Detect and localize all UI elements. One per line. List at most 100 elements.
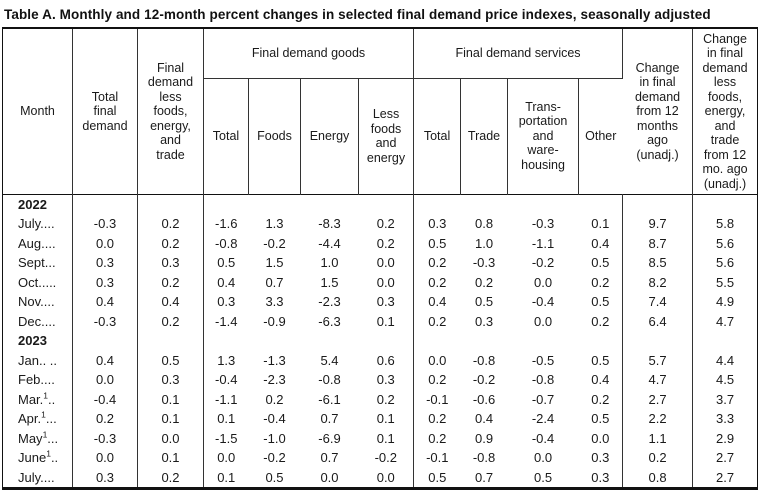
value-cell: 0.1 [217, 469, 236, 485]
footnote-marker: 1 [46, 448, 51, 459]
value-cell: -0.2 [531, 255, 555, 270]
value-cell: 0.4 [474, 411, 494, 426]
month-label: Aug.... [2, 233, 73, 253]
table-title: Table A. Monthly and 12-month percent ch… [4, 7, 711, 22]
value-cell: 0.0 [578, 428, 624, 448]
value-cell: 0.8 [474, 216, 494, 231]
value-cell: -2.4 [531, 411, 555, 426]
value-cell: -1.3 [263, 352, 286, 368]
value-cell: 9.7 [622, 214, 694, 234]
table-body: 2022 July.... -0.3 0.2 -1.6 1.3 -8.3 0.2 0.3 0.8-… [2, 194, 758, 489]
value-cell: 3.3 [265, 294, 284, 309]
value-cell: -0.1 [426, 391, 449, 407]
value-cell: -1.0 [263, 430, 286, 446]
value-cell: -0.4 [263, 411, 286, 426]
month-label: Dec.... [2, 311, 73, 331]
year-label: 2023 [2, 331, 73, 351]
value-cell: 0.0 [72, 370, 138, 390]
value-cell: -0.2 [358, 448, 415, 468]
table-row: Nov.... 0.4 0.4 0.3 3.3 -2.3 0.3 0.4 0.5 -0.4 0.5 7… [2, 292, 758, 312]
dot-leader: .... [40, 216, 55, 231]
value-cell: 0.2 [72, 409, 138, 429]
dot-leader: .... [40, 372, 55, 387]
month-label: July.... [2, 467, 73, 489]
value-cell: 0.2 [358, 214, 415, 234]
dot-leader: .... [41, 235, 56, 251]
value-cell: 3.7 [715, 391, 735, 407]
table-row: July.... -0.3 0.2 -1.6 1.3 -8.3 0.2 0.3 0.8 -0.3 0… [2, 214, 758, 234]
value-cell: 0.2 [428, 411, 447, 426]
value-cell: 0.3 [137, 370, 204, 390]
value-cell: -0.3 [72, 428, 138, 448]
value-cell: 0.5 [578, 253, 624, 273]
value-cell: 2.7 [715, 450, 735, 465]
price-index-table: Month Total final demand Final demand le… [2, 27, 759, 490]
value-cell: 8.5 [622, 253, 694, 273]
value-cell: 2.2 [622, 409, 694, 429]
value-cell: 0.5 [217, 255, 236, 270]
month-label: Nov.... [2, 292, 73, 312]
table-row: Oct..... 0.3 0.2 0.4 0.7 1.5 0.0 0.2 0.2 0.0 0.2 8.… [2, 272, 758, 292]
value-cell: -2.3 [263, 372, 286, 387]
month-label: Oct..... [2, 272, 73, 292]
value-cell: 0.2 [265, 391, 284, 407]
value-cell: 0.0 [320, 469, 339, 485]
table-row: June1.. 0.0 0.1 0.0 -0.2 0.7 -0.2 -0.1 -0.8 0.0 0.… [2, 448, 758, 468]
value-cell: 0.0 [217, 450, 236, 465]
value-cell: 0.4 [72, 292, 138, 312]
table-row: May1... -0.3 0.0 -1.5 -1.0 -6.9 0.1 0.2 0.9 -0.4 0… [2, 428, 758, 448]
value-cell: 0.2 [358, 389, 415, 409]
value-cell: 0.2 [137, 311, 204, 331]
value-cell: 4.7 [715, 313, 735, 329]
value-cell: -0.2 [472, 372, 496, 387]
value-cell: 4.4 [715, 352, 735, 368]
value-cell: 0.7 [265, 274, 284, 290]
value-cell: 1.3 [217, 352, 236, 368]
value-cell: 5.4 [320, 352, 339, 368]
dot-leader: .... [41, 313, 56, 329]
value-cell: 0.3 [428, 216, 447, 231]
col-header-services-other: Other [585, 128, 617, 143]
value-cell: 1.0 [320, 255, 339, 270]
value-cell: -1.5 [215, 430, 238, 446]
month-label: Apr.1... [2, 409, 73, 429]
col-header-goods-foods: Foods [248, 78, 301, 194]
value-cell: 1.5 [265, 255, 284, 270]
value-cell: 1.5 [320, 274, 339, 290]
value-cell: 0.0 [533, 313, 553, 329]
col-header-change-12-months: Change in final demand from 12 months ag… [622, 28, 694, 194]
value-cell: 7.4 [622, 292, 694, 312]
value-cell: -0.6 [472, 391, 496, 407]
table-row: Mar.1.. -0.4 0.1 -1.1 0.2 -6.1 0.2 -0.1 -0.6 -0.7… [2, 389, 758, 409]
value-cell: 0.0 [72, 233, 138, 253]
value-cell: -0.8 [215, 235, 238, 251]
value-cell: 0.2 [137, 214, 204, 234]
year-label: 2022 [2, 194, 73, 214]
value-cell: 0.1 [137, 389, 204, 409]
value-cell: -0.5 [531, 352, 555, 368]
value-cell: 5.5 [715, 274, 735, 290]
col-header-fd-less-foods-energy-trade: Final demand less foods, energy, and tra… [137, 28, 204, 194]
value-cell: 0.9 [474, 430, 494, 446]
value-cell: -0.8 [472, 352, 496, 368]
value-cell: 0.5 [578, 292, 624, 312]
value-cell: 0.3 [72, 467, 138, 489]
value-cell: -0.3 [531, 216, 555, 231]
value-cell: 0.3 [474, 313, 494, 329]
value-cell: -1.1 [215, 391, 238, 407]
value-cell: 0.2 [137, 272, 204, 292]
value-cell: 0.2 [428, 372, 447, 387]
value-cell: 8.2 [622, 272, 694, 292]
value-cell: 1.1 [622, 428, 694, 448]
col-header-services-total: Total [413, 78, 462, 194]
value-cell: -6.3 [318, 313, 341, 329]
value-cell: -0.1 [426, 450, 449, 465]
table-row: Jan.. .. 0.4 0.5 1.3 -1.3 5.4 0.6 0.0 -0.8 -0.5 0.… [2, 350, 758, 370]
col-header-services-trade: Trade [460, 78, 509, 194]
dot-leader: ... [47, 430, 59, 446]
value-cell: 0.5 [578, 409, 624, 429]
value-cell: 8.7 [622, 233, 694, 253]
value-cell: -6.1 [318, 391, 341, 407]
value-cell: 6.4 [622, 311, 694, 331]
table-row: Feb.... 0.0 0.3 -0.4 -2.3 -0.8 0.3 0.2 -0.2 -0.8 0… [2, 370, 758, 390]
